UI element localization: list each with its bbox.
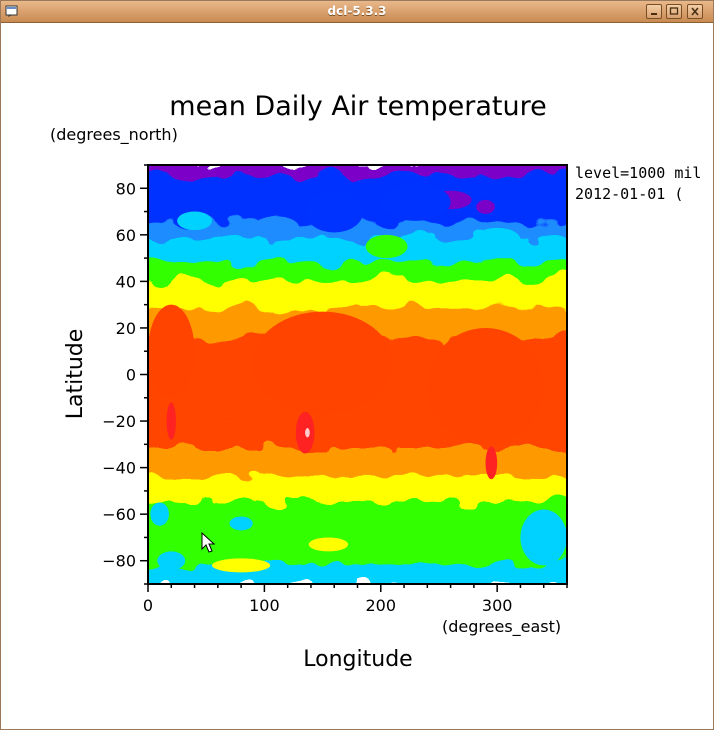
y-tick-label: 20 [116,319,136,338]
heatmap-feature [252,311,393,415]
heatmap-band [148,564,567,584]
heatmap-band [148,175,567,201]
heatmap-feature [308,537,349,552]
minimize-button[interactable] [646,4,662,19]
heatmap-feature [150,502,169,526]
heatmap-field [148,165,567,584]
heatmap-band [148,447,567,478]
window-menu-icon[interactable] [5,4,19,18]
y-axis: 80 60 40 20 0 −20 −40 −60 −80 [102,164,148,585]
heatmap-band [148,261,567,283]
y-tick-label: 80 [116,179,136,198]
y-tick-label: −20 [102,412,136,431]
heatmap-feature [476,199,495,214]
x-tick-label: 0 [143,596,153,615]
close-icon [691,7,699,16]
x-axis-units: (degrees_east) [442,617,561,637]
heatmap-feature [520,509,567,566]
heatmap-feature [212,558,271,573]
y-tick-label: −60 [102,505,136,524]
heatmap-feature [166,402,176,440]
heatmap-feature [380,183,451,221]
heatmap-feature [229,516,253,531]
heatmap-feature [305,190,364,233]
heatmap-feature [295,411,315,454]
plot-canvas: mean Daily Air temperature (degrees_nort… [50,91,701,672]
chart-title: mean Daily Air temperature [169,91,546,122]
title-bar[interactable]: dcl-5.3.3 [1,1,713,23]
y-axis-label: Latitude [63,329,88,420]
x-tick-label: 100 [249,596,280,615]
x-tick-label: 200 [366,596,397,615]
window-title: dcl-5.3.3 [327,4,387,18]
heatmap-band [148,475,567,504]
heatmap-feature [473,227,521,252]
maximize-icon [669,7,679,15]
heatmap-feature [177,211,213,231]
heatmap-feature [148,304,195,398]
minimize-icon [651,13,657,15]
heatmap-band [148,536,567,567]
x-tick-label: 300 [482,596,513,615]
heatmap-feature [365,234,408,259]
y-tick-label: 0 [126,366,136,385]
heatmap-feature [305,428,310,438]
x-axis: 0 100 200 300 [143,584,568,615]
heatmap-features [148,183,567,573]
y-tick-label: −40 [102,459,136,478]
heatmap-band [148,280,567,311]
heatmap-band [148,501,567,539]
level-annotation: level=1000 mil [575,164,701,182]
y-axis-units: (degrees_north) [50,125,178,145]
x-axis-label: Longitude [303,647,412,672]
heatmap-band [148,165,567,178]
heatmap-feature [157,551,186,571]
y-tick-label: 60 [116,226,136,245]
time-annotation: 2012-01-01 ( [575,185,683,203]
heatmap-band [148,222,567,241]
heatmap-feature [252,216,300,240]
y-tick-label: 40 [116,272,136,291]
close-button[interactable] [687,4,703,19]
heatmap-feature [427,327,544,445]
mouse-cursor-icon [201,531,216,553]
y-tick-label: −80 [102,552,136,571]
maximize-button[interactable] [666,4,682,19]
heatmap-feature [485,446,498,480]
